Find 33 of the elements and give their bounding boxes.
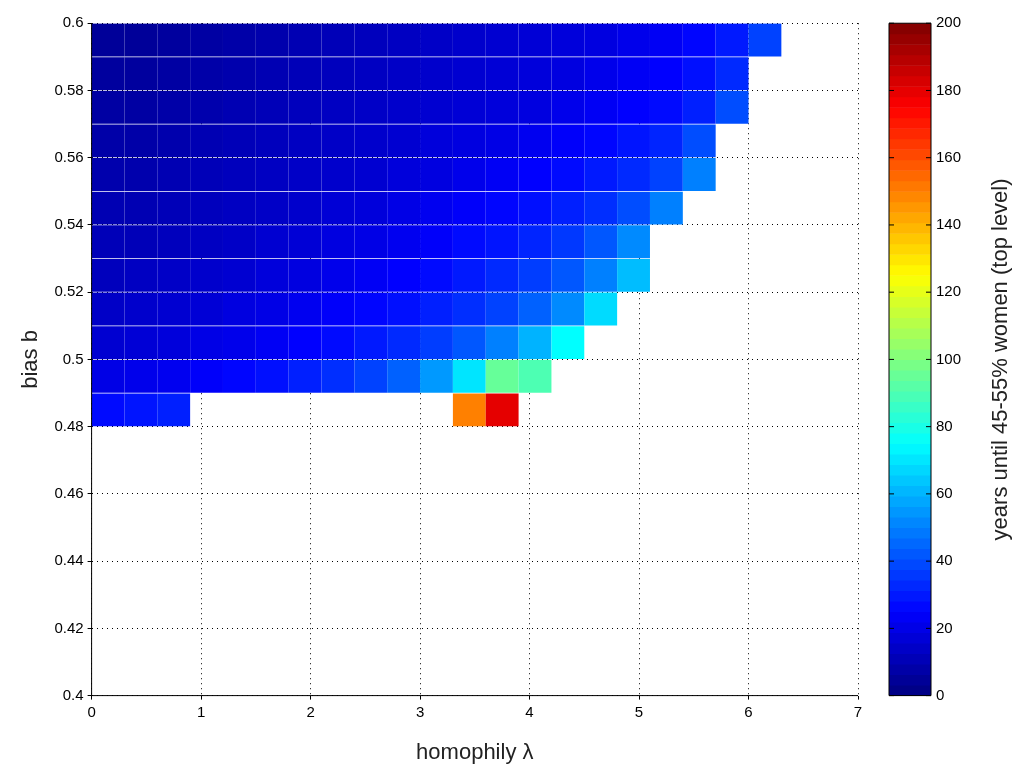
x-tick-label: 6 <box>744 702 753 720</box>
y-tick-label: 0.52 <box>54 282 84 300</box>
x-tick-label: 3 <box>415 702 425 720</box>
color-bar-label: 180 <box>936 80 962 98</box>
color-bar-title: years until 45-55% women (top level) <box>987 178 1013 541</box>
y-tick-label: 0.56 <box>54 147 84 165</box>
color-bar-label: 160 <box>936 147 962 165</box>
y-tick-label: 0.4 <box>62 685 84 703</box>
x-tick-label: 2 <box>306 702 315 720</box>
y-tick-label: 0.44 <box>54 551 84 569</box>
y-axis-title: bias b <box>17 330 43 389</box>
color-bar-label: 40 <box>936 551 953 569</box>
y-tick-label: 0.58 <box>54 80 84 98</box>
color-bar-label: 120 <box>936 282 962 300</box>
color-bar-label: 80 <box>936 416 953 434</box>
y-tick-label: 0.54 <box>54 215 84 233</box>
color-bar-label: 200 <box>936 13 962 31</box>
x-tick-label: 5 <box>634 702 644 720</box>
y-tick-label: 0.48 <box>54 416 84 434</box>
color-bar-label: 100 <box>936 349 962 367</box>
x-tick-label: 0 <box>87 702 96 720</box>
color-bar-label: 0 <box>936 685 945 703</box>
x-tick-label: 4 <box>525 702 534 720</box>
y-tick-label: 0.42 <box>54 618 84 636</box>
y-tick-label: 0.5 <box>62 349 84 367</box>
x-axis-title: homophily λ <box>416 738 534 764</box>
color-bar-label: 60 <box>936 484 953 502</box>
color-bar-label: 140 <box>936 215 962 233</box>
color-bar-label: 20 <box>936 618 953 636</box>
y-tick-label: 0.6 <box>62 13 84 31</box>
y-tick-label: 0.46 <box>54 484 84 502</box>
x-tick-label: 1 <box>196 702 206 720</box>
x-tick-label: 7 <box>853 702 863 720</box>
